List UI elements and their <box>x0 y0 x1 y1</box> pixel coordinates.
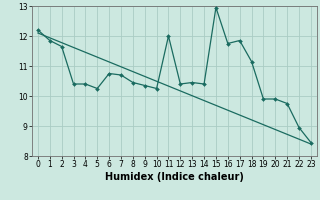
X-axis label: Humidex (Indice chaleur): Humidex (Indice chaleur) <box>105 172 244 182</box>
